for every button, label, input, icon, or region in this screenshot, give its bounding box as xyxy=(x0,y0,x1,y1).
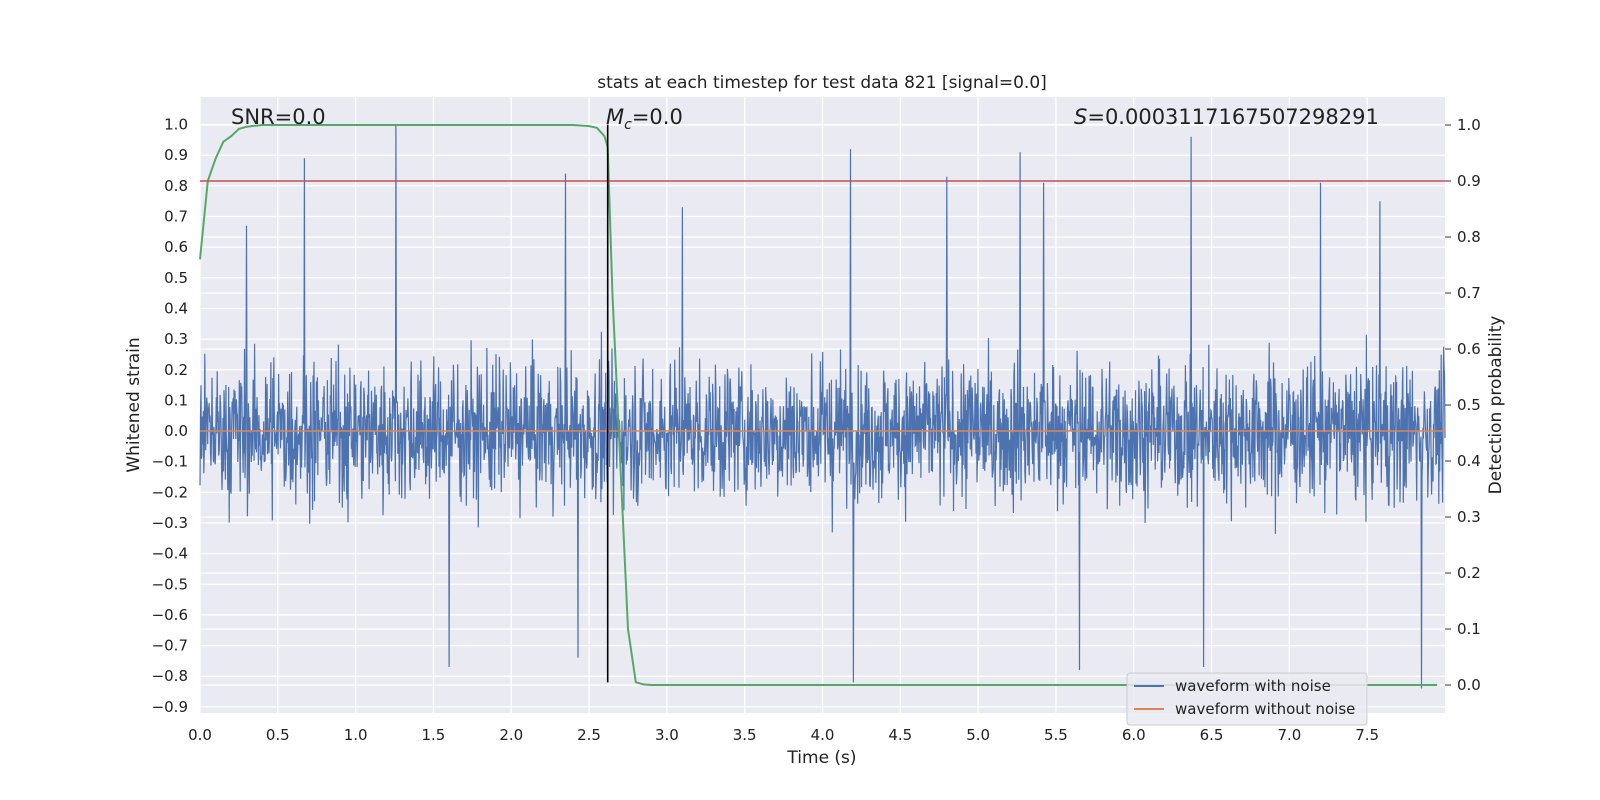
y-tick-label: −0.7 xyxy=(152,637,188,655)
chirp-mass-annotation: Mc=0.0 xyxy=(606,105,683,133)
y2-tick-label: 0.6 xyxy=(1457,340,1481,358)
y-tick-label: −0.1 xyxy=(152,453,188,471)
y-tick-label: 1.0 xyxy=(164,116,188,134)
y-tick-label: 0.9 xyxy=(164,146,188,164)
x-tick-label: 2.5 xyxy=(577,726,601,744)
y2-tick-label: 0.7 xyxy=(1457,284,1481,302)
x-axis-label: Time (s) xyxy=(786,748,856,768)
chirp-mass-subscript: c xyxy=(624,117,632,133)
y2-tick-label: 0.1 xyxy=(1457,620,1481,638)
legend: waveform with noise waveform without noi… xyxy=(1126,672,1368,726)
x-tick-label: 0.5 xyxy=(266,726,290,744)
x-tick-label: 4.5 xyxy=(888,726,912,744)
y-tick-label: 0.0 xyxy=(164,422,188,440)
series-waveform-with-noise xyxy=(199,124,1446,689)
legend-label-noise: waveform with noise xyxy=(1175,677,1331,695)
y-tick-label: 0.1 xyxy=(164,391,188,409)
snr-annotation: SNR=0.0 xyxy=(231,105,326,129)
y2-tick-label: 0.8 xyxy=(1457,228,1481,246)
y-tick-label: 0.4 xyxy=(164,299,188,317)
y-tick-label: 0.2 xyxy=(164,361,188,379)
x-tick-label: 3.5 xyxy=(733,726,757,744)
x-tick-label: 1.0 xyxy=(344,726,368,744)
y2-tick-label: 0.2 xyxy=(1457,564,1481,582)
x-tick-label: 4.0 xyxy=(811,726,835,744)
x-tick-label: 6.0 xyxy=(1122,726,1146,744)
x-tick-label: 5.5 xyxy=(1044,726,1068,744)
y-tick-label: 0.7 xyxy=(164,208,188,226)
y-tick-label: 0.3 xyxy=(164,330,188,348)
y-tick-label: 0.8 xyxy=(164,177,188,195)
y-tick-label: −0.5 xyxy=(152,575,188,593)
x-tick-label: 7.5 xyxy=(1355,726,1379,744)
y-tick-label: −0.3 xyxy=(152,514,188,532)
chirp-mass-value: =0.0 xyxy=(632,105,683,129)
chart-title: stats at each timestep for test data 821… xyxy=(597,73,1047,93)
y2-axis-label: Detection probability xyxy=(1486,316,1506,495)
y2-tick-label: 0.0 xyxy=(1457,676,1481,694)
statistic-value: =0.0003117167507298291 xyxy=(1087,105,1379,129)
x-tick-label: 1.5 xyxy=(422,726,446,744)
y-tick-label: −0.8 xyxy=(152,667,188,685)
y-tick-label: −0.2 xyxy=(152,483,188,501)
y2-tick-label: 1.0 xyxy=(1457,116,1481,134)
legend-label-clean: waveform without noise xyxy=(1175,700,1355,718)
x-tick-label: 3.0 xyxy=(655,726,679,744)
x-tick-label: 5.0 xyxy=(966,726,990,744)
chirp-mass-symbol: M xyxy=(606,105,624,129)
y-tick-label: −0.9 xyxy=(152,698,188,716)
series-detection-probability xyxy=(199,124,1438,686)
series-layer xyxy=(199,124,1446,689)
y-tick-label: −0.4 xyxy=(152,545,188,563)
y2-tick-label: 0.4 xyxy=(1457,452,1481,470)
statistic-symbol: S xyxy=(1074,105,1087,129)
y2-tick-label: 0.9 xyxy=(1457,172,1481,190)
x-tick-label: 6.5 xyxy=(1200,726,1224,744)
x-tick-label: 2.0 xyxy=(499,726,523,744)
y-tick-label: 0.5 xyxy=(164,269,188,287)
legend-box xyxy=(1126,672,1368,726)
y-axis-label: Whitened strain xyxy=(124,337,144,472)
y2-tick-label: 0.3 xyxy=(1457,508,1481,526)
y-tick-label: −0.6 xyxy=(152,606,188,624)
y-tick-label: 0.6 xyxy=(164,238,188,256)
x-tick-label: 7.0 xyxy=(1277,726,1301,744)
x-tick-label: 0.0 xyxy=(188,726,212,744)
ticks: 0.0 0.5 1.0 1.5 2.0 2.5 3.0 3.5 4.0 4.5 5.0 5.5 6.0 6… xyxy=(152,116,1481,744)
statistic-annotation: S=0.0003117167507298291 xyxy=(1074,105,1379,129)
y2-tick-label: 0.5 xyxy=(1457,396,1481,414)
